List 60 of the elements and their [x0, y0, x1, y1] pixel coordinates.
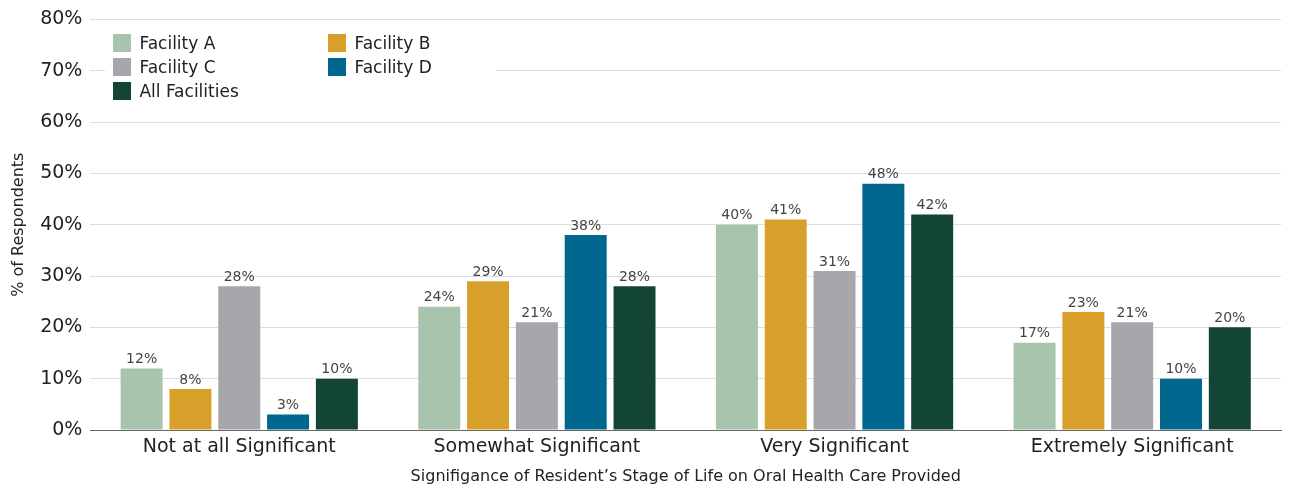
bar	[715, 224, 758, 430]
legend-label: Facility B	[354, 33, 431, 54]
x-tick-label: Very Significant	[760, 434, 909, 457]
bar	[1208, 327, 1251, 430]
data-label: 8%	[179, 370, 202, 387]
bar	[1111, 322, 1154, 430]
data-label: 28%	[618, 267, 651, 284]
bar	[218, 286, 261, 430]
data-label: 12%	[126, 350, 158, 367]
y-tick-label: 0%	[52, 416, 83, 439]
bar	[1013, 342, 1056, 430]
data-label: 23%	[1067, 293, 1099, 310]
bar	[418, 306, 461, 430]
legend-label: Facility D	[354, 57, 432, 78]
data-label: 29%	[472, 262, 504, 279]
y-tick-label: 50%	[40, 160, 83, 183]
bar	[267, 414, 310, 430]
y-tick-label: 20%	[40, 314, 83, 337]
y-tick-label: 10%	[40, 365, 83, 388]
bar	[315, 378, 358, 430]
data-label: 21%	[521, 303, 553, 320]
bar	[911, 214, 954, 430]
bar	[1062, 311, 1105, 430]
data-label: 3%	[276, 396, 300, 413]
data-label: 28%	[223, 267, 255, 284]
data-label: 10%	[1165, 360, 1197, 377]
y-tick-label: 60%	[40, 108, 83, 131]
data-label: 48%	[867, 165, 899, 182]
data-label: 42%	[916, 196, 948, 213]
bar	[764, 219, 807, 430]
x-tick-label: Not at all Significant	[142, 434, 336, 457]
y-tick-label: 70%	[40, 57, 83, 80]
bar	[467, 281, 510, 430]
y-axis-title: % of Respondents	[7, 152, 27, 297]
bar	[564, 234, 607, 430]
bar	[515, 322, 558, 430]
y-tick-label: 80%	[40, 6, 83, 29]
legend-label: All Facilities	[139, 81, 239, 102]
legend-label: Facility A	[139, 33, 216, 54]
data-label: 20%	[1214, 308, 1246, 325]
data-label: 24%	[423, 288, 455, 305]
legend-label: Facility C	[139, 57, 216, 78]
bar	[120, 368, 163, 430]
x-tick-label: Extremely Significant	[1030, 434, 1234, 457]
bar	[862, 183, 905, 430]
bar	[1160, 378, 1202, 430]
y-tick-label: 40%	[40, 211, 83, 234]
data-label: 41%	[770, 201, 802, 218]
x-axis-title: Signifigance of Resident’s Stage of Life on Oral Health Care Provided	[410, 465, 961, 485]
data-label: 10%	[321, 360, 353, 377]
bar	[169, 388, 212, 430]
bar	[613, 286, 656, 430]
data-label: 17%	[1018, 324, 1051, 341]
bar	[813, 270, 856, 430]
x-tick-label: Somewhat Significant	[433, 434, 641, 457]
data-label: 21%	[1116, 303, 1148, 320]
y-tick-label: 30%	[40, 262, 83, 285]
data-label: 40%	[721, 206, 753, 223]
data-label: 38%	[570, 216, 602, 233]
data-label: 31%	[818, 252, 851, 269]
